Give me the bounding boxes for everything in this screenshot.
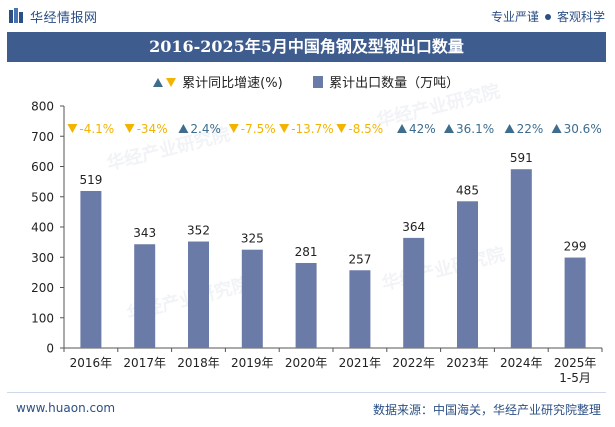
bar — [80, 191, 102, 348]
brand-name: 华经情报网 — [30, 11, 98, 26]
growth-up-triangle-icon — [178, 124, 189, 133]
y-tick-label: 300 — [31, 251, 54, 265]
chart-legend: 累计同比增速(%) 累计出口数量（万吨） — [0, 72, 615, 91]
x-tick-label: 2017年 — [123, 356, 166, 370]
x-tick-label: 2022年 — [392, 356, 435, 370]
up-down-triangle-icon — [153, 77, 176, 87]
bar-value-label: 343 — [133, 226, 156, 240]
bar — [295, 262, 317, 348]
x-tick-label: 2024年 — [500, 356, 543, 370]
x-tick-label: 2025年 1-5月 — [554, 356, 597, 385]
bar — [510, 169, 532, 348]
bar-value-label: 281 — [295, 245, 318, 259]
bar — [134, 244, 156, 348]
x-tick-label: 2023年 — [446, 356, 489, 370]
bar-value-label: 519 — [79, 173, 102, 187]
growth-up-triangle-icon — [551, 124, 562, 133]
bar-value-label: 325 — [241, 232, 264, 246]
footer-website: www.huaon.com — [16, 401, 116, 415]
chart-title: 2016-2025年5月中国角钢及型钢出口数量 — [149, 37, 464, 56]
growth-label: -13.7% — [291, 122, 333, 136]
y-tick-label: 800 — [31, 100, 54, 114]
bar-value-label: 299 — [564, 240, 587, 254]
growth-up-triangle-icon — [444, 124, 454, 133]
legend-volume-label: 累计出口数量（万吨） — [329, 76, 460, 91]
bar-value-label: 485 — [456, 183, 479, 197]
x-tick-label: 2016年 — [70, 356, 113, 370]
bar-value-label: 257 — [348, 252, 371, 266]
x-tick-label: 2019年 — [231, 356, 274, 370]
bar-value-label: 364 — [402, 220, 425, 234]
footer-source: 数据来源：中国海关，华经产业研究院整理 — [372, 403, 601, 417]
bar — [241, 249, 263, 348]
growth-label: -34% — [137, 122, 168, 136]
slogan-right: 客观科学 — [556, 10, 605, 24]
growth-label: 22% — [517, 122, 544, 136]
bar-swatch-icon — [313, 75, 323, 88]
growth-down-triangle-icon — [124, 124, 135, 133]
growth-label: 42% — [409, 122, 436, 136]
legend-growth: 累计同比增速(%) — [152, 72, 283, 91]
growth-down-triangle-icon — [228, 124, 239, 133]
slogan-left: 专业严谨 — [490, 10, 539, 24]
y-tick-label: 600 — [31, 160, 54, 174]
bar — [349, 270, 371, 348]
y-tick-label: 400 — [31, 221, 54, 235]
growth-label: 36.1% — [456, 122, 494, 136]
growth-up-triangle-icon — [397, 124, 407, 133]
bar — [188, 241, 209, 348]
growth-label: -8.5% — [348, 122, 383, 136]
legend-volume: 累计出口数量（万吨） — [311, 72, 459, 91]
chart-title-band: 2016-2025年5月中国角钢及型钢出口数量 — [7, 32, 606, 62]
x-tick-label: 2021年 — [339, 356, 382, 370]
growth-label: -4.1% — [79, 122, 114, 136]
y-tick-label: 100 — [31, 311, 54, 325]
growth-down-triangle-icon — [279, 124, 290, 133]
growth-down-triangle-icon — [336, 124, 347, 133]
bar-value-label: 352 — [187, 224, 210, 238]
bar — [457, 201, 478, 348]
slogan: 专业严谨 客观科学 — [491, 8, 605, 25]
separator-dot-icon — [544, 13, 551, 20]
growth-down-triangle-icon — [67, 124, 78, 133]
y-tick-label: 700 — [31, 130, 54, 144]
y-tick-label: 200 — [31, 281, 54, 295]
x-tick-label: 2018年 — [177, 356, 220, 370]
growth-up-triangle-icon — [504, 124, 515, 133]
bar — [564, 257, 586, 348]
top-bar: 华经情报网 专业严谨 客观科学 — [0, 0, 615, 30]
y-tick-label: 500 — [31, 190, 54, 204]
legend-growth-label: 累计同比增速(%) — [182, 76, 283, 91]
x-tick-label: 2020年 — [285, 356, 328, 370]
growth-label: 30.6% — [564, 122, 602, 136]
y-tick-label: 0 — [46, 342, 54, 356]
brand-logo-icon — [9, 8, 23, 23]
growth-label: 2.4% — [190, 122, 221, 136]
growth-label: -7.5% — [241, 122, 276, 136]
bar — [403, 237, 425, 348]
footer-divider — [7, 392, 606, 393]
bar-value-label: 591 — [510, 151, 533, 165]
